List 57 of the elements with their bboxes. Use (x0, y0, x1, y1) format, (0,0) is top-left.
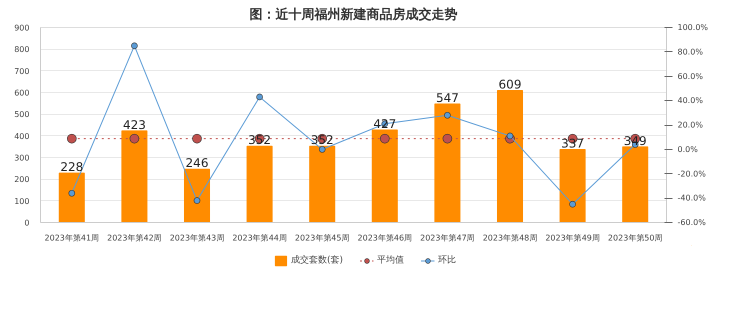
bar (58, 172, 85, 222)
legend-label: 环比 (438, 254, 458, 266)
x-tick-label: 2023年第45周 (294, 234, 350, 242)
y2-tick-label: 100.0% (678, 23, 708, 32)
legend-label: 成交套数(套) (290, 254, 344, 266)
legend-label: 平均值 (377, 254, 404, 266)
y-tick-label: 500 (14, 110, 30, 120)
point (569, 200, 576, 208)
y2-tick-label: -60.0% (678, 218, 706, 227)
y-tick-label: 200 (14, 175, 30, 184)
point (318, 146, 326, 153)
chart-title: 图：近十周福州新建商品房成交走势 (250, 6, 458, 22)
bar (496, 90, 524, 222)
bar (184, 168, 210, 222)
bar (434, 103, 460, 222)
data-label: 228 (60, 160, 84, 174)
data-label: 609 (498, 78, 522, 92)
bar (372, 129, 398, 222)
data-label: 547 (436, 90, 459, 105)
y2-tick-label: 40.0% (678, 96, 704, 106)
y2-tick-label: 20.0% (678, 120, 704, 130)
x-tick-label: 2023年第47周 (420, 234, 475, 242)
y2-tick-label: -40.0% (678, 194, 706, 203)
y2-tick-label: 80.0% (678, 47, 704, 56)
bar (309, 146, 336, 222)
point (506, 132, 514, 140)
x-tick-label: 2023年第48周 (482, 234, 538, 242)
x-tick-label: 2023年第42周 (107, 234, 162, 242)
x-tick-label: 2023年第43周 (170, 234, 224, 242)
x-tick-label: 2023年第41周 (44, 234, 100, 242)
data-label: 246 (186, 156, 208, 170)
point (256, 94, 263, 100)
point (68, 190, 76, 197)
y2-tick-label: -20.0% (678, 169, 706, 178)
bar (246, 146, 273, 222)
y-tick-label: 900 (14, 24, 30, 32)
y-tick-label: 0 (24, 218, 30, 228)
x-tick-label: 2023年第46周 (358, 234, 412, 242)
y-tick-label: 800 (14, 45, 30, 54)
data-label: 423 (122, 118, 146, 132)
point (131, 42, 138, 50)
bar (560, 148, 586, 222)
y-tick-label: 600 (14, 88, 30, 98)
y-tick-label: 100 (14, 196, 30, 206)
bar (622, 146, 648, 222)
point (444, 112, 451, 119)
point (194, 197, 200, 204)
y2-tick-label: 0.0% (678, 144, 698, 154)
y-tick-label: 700 (14, 66, 30, 76)
data-label: 337 (561, 136, 584, 150)
y-tick-label: 400 (14, 132, 30, 141)
y-tick-label: 300 (14, 154, 30, 162)
x-tick-label: 2023年第44周 (232, 234, 287, 242)
bar (121, 130, 148, 222)
y2-tick-label: 60.0% (678, 72, 704, 81)
x-tick-label: 2023年第49周 (545, 234, 600, 242)
x-tick-label: 2023年第50周 (608, 234, 662, 242)
